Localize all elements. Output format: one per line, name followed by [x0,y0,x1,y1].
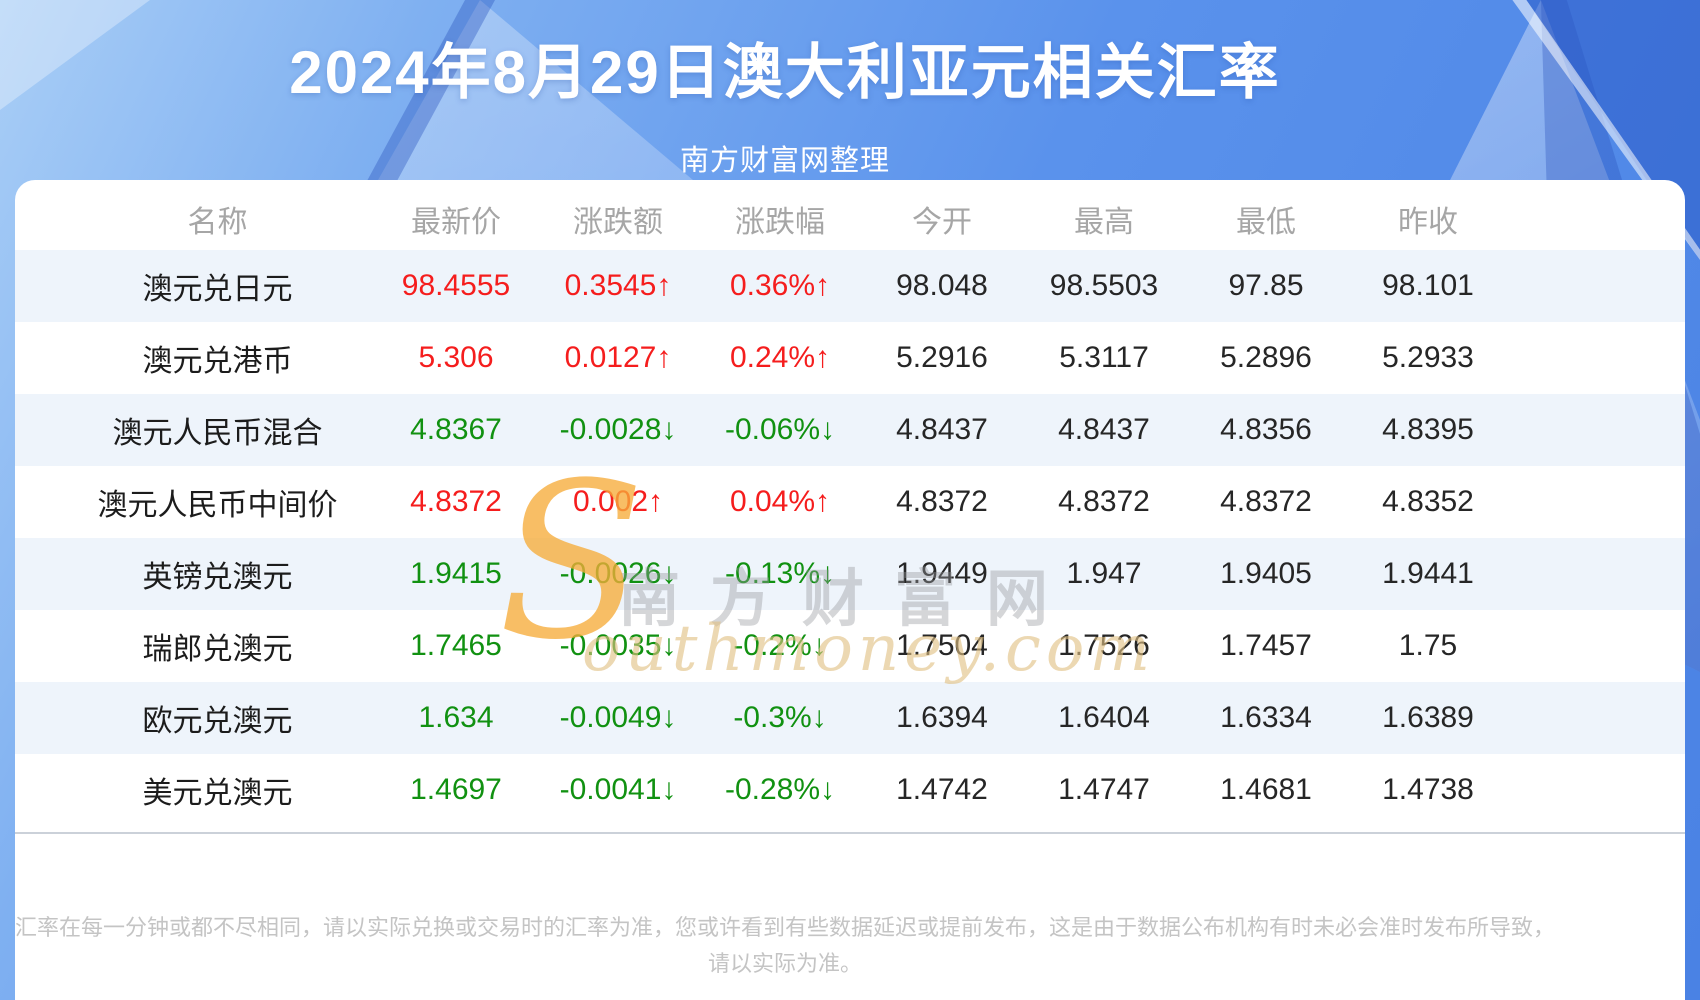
rate-value: -0.0049↓ [559,701,677,734]
pair-name: 美元兑澳元 [142,777,293,810]
rates-table: 名称 最新价 涨跌额 涨跌幅 今开 最高 最低 昨收 澳元兑日元 98.4555 0.3545↑ 0… [15,180,1685,826]
pair-name: 瑞郎兑澳元 [142,633,293,666]
rate-value: 1.4738 [1382,773,1474,806]
rate-value: 5.306 [418,341,494,374]
table-row: 澳元人民币混合 4.8367 -0.0028↓ -0.06%↓ 4.8437 4.8437… [15,394,1685,466]
rate-value: 0.0127↑ [564,341,672,374]
rate-value: 1.9449 [896,557,988,590]
table-row: 欧元兑澳元 1.634 -0.0049↓ -0.3%↓ 1.6394 1.6404 1.63… [15,682,1685,754]
column-header: 最新价 [411,206,501,239]
column-header: 最高 [1074,206,1134,239]
rate-value: 1.6394 [896,701,988,734]
rate-value: 1.4681 [1220,773,1312,806]
page-title: 2024年8月29日澳大利亚元相关汇率 [289,39,1281,106]
rate-value: 5.3117 [1059,341,1149,374]
rate-value: -0.06%↓ [724,413,836,446]
rate-value: 4.8437 [896,413,988,446]
rate-value: 1.75 [1398,629,1458,662]
pair-name: 澳元人民币混合 [112,417,323,450]
footer-divider [15,832,1685,834]
rate-value: 4.8367 [410,413,502,446]
rate-value: 0.002↑ [572,485,664,518]
table-header-row: 名称 最新价 涨跌额 涨跌幅 今开 最高 最低 昨收 [15,188,1685,250]
rates-card: 名称 最新价 涨跌额 涨跌幅 今开 最高 最低 昨收 澳元兑日元 98.4555 0.3545↑ 0… [15,180,1685,1000]
rate-value: -0.0028↓ [559,413,677,446]
column-header: 最低 [1236,206,1296,239]
rate-value: 4.8372 [1220,485,1312,518]
rate-value: 97.85 [1228,269,1304,302]
pair-name: 欧元兑澳元 [142,705,293,738]
pair-name: 澳元兑日元 [142,273,293,306]
column-header: 涨跌幅 [735,206,825,239]
rate-value: 98.101 [1382,269,1474,302]
rate-value: 4.8395 [1382,413,1474,446]
rate-value: 0.04%↑ [729,485,831,518]
rate-value: 98.4555 [401,269,511,302]
rate-value: 5.2896 [1220,341,1312,374]
rate-value: 1.6334 [1220,701,1312,734]
disclaimer-line2: 请以实际为准。 [707,951,862,976]
rate-value: 0.3545↑ [564,269,672,302]
rate-value: 4.8372 [896,485,988,518]
page-subtitle: 南方财富网整理 [679,145,890,177]
rate-value: -0.0035↓ [559,629,677,662]
pair-name: 英镑兑澳元 [142,561,293,594]
rate-value: 98.5503 [1049,269,1159,302]
rate-value: 1.7504 [896,629,988,662]
column-header: 今开 [912,206,972,239]
rate-value: 1.9441 [1382,557,1474,590]
rate-value: 4.8352 [1382,485,1474,518]
rate-value: 1.634 [418,701,494,734]
rate-value: 1.6389 [1382,701,1474,734]
rate-value: 1.4747 [1058,773,1150,806]
disclaimer: 汇率在每一分钟或都不尽相同，请以实际兑换或交易时的汇率为准，您或许看到有些数据延… [15,910,1555,982]
rate-value: 4.8372 [1058,485,1150,518]
rate-value: -0.28%↓ [724,773,836,806]
rate-value: 1.4697 [410,773,502,806]
column-header: 名称 [187,206,248,239]
table-row: 澳元人民币中间价 4.8372 0.002↑ 0.04%↑ 4.8372 4.8372 4.… [15,466,1685,538]
rate-value: 4.8356 [1220,413,1312,446]
banner: 2024年8月29日澳大利亚元相关汇率 南方财富网整理 [0,0,1570,179]
rate-value: 1.9415 [410,557,502,590]
table-row: 澳元兑日元 98.4555 0.3545↑ 0.36%↑ 98.048 98.5503 97… [15,250,1685,322]
table-row: 英镑兑澳元 1.9415 -0.0026↓ -0.13%↓ 1.9449 1.947 1.9… [15,538,1685,610]
rate-value: 1.4742 [896,773,988,806]
rate-value: 1.9405 [1220,557,1312,590]
rate-value: 5.2916 [896,341,988,374]
rate-value: -0.0041↓ [559,773,677,806]
rate-value: 1.7526 [1058,629,1150,662]
rate-value: 1.7465 [410,629,502,662]
table-body: 澳元兑日元 98.4555 0.3545↑ 0.36%↑ 98.048 98.5503 97… [15,250,1685,826]
rate-value: 4.8372 [410,485,502,518]
rate-value: -0.2%↓ [733,629,827,662]
rate-value: 1.7457 [1220,629,1312,662]
pair-name: 澳元人民币中间价 [97,489,338,522]
table-row: 美元兑澳元 1.4697 -0.0041↓ -0.28%↓ 1.4742 1.4747 1.… [15,754,1685,826]
table-row: 澳元兑港币 5.306 0.0127↑ 0.24%↑ 5.2916 5.3117 5.289… [15,322,1685,394]
rate-value: 0.24%↑ [729,341,831,374]
rate-value: 1.6404 [1058,701,1150,734]
rate-value: 0.36%↑ [729,269,831,302]
column-header: 昨收 [1398,206,1458,239]
rate-value: -0.0026↓ [559,557,677,590]
rate-value: -0.13%↓ [724,557,836,590]
rate-value: -0.3%↓ [733,701,827,734]
rate-value: 98.048 [896,269,988,302]
rate-value: 1.947 [1066,557,1142,590]
table-row: 瑞郎兑澳元 1.7465 -0.0035↓ -0.2%↓ 1.7504 1.7526 1.7… [15,610,1685,682]
column-header: 涨跌额 [573,206,663,239]
disclaimer-line1: 汇率在每一分钟或都不尽相同，请以实际兑换或交易时的汇率为准，您或许看到有些数据延… [15,915,1556,940]
rate-value: 4.8437 [1058,413,1150,446]
rate-value: 5.2933 [1382,341,1474,374]
pair-name: 澳元兑港币 [142,345,293,378]
